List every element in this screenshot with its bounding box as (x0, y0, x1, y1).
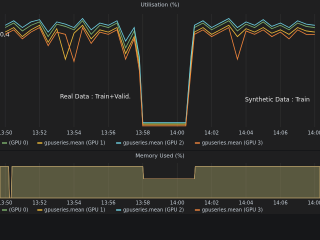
page: {"chart_data":[ {"type":"line","title":"… (0, 0, 320, 214)
legend-label: gpuseries.mean (GPU 3) (202, 141, 263, 147)
legend-swatch (116, 209, 122, 211)
legend-swatch (2, 142, 7, 144)
legend-swatch (37, 209, 43, 211)
legend-swatch (194, 142, 200, 144)
annotation: Synthetic Data : Train (245, 97, 310, 104)
x-tick-label: 14:02 (204, 131, 218, 137)
x-tick-label: 14:06 (273, 201, 287, 207)
x-tick-label: 14:00 (170, 131, 184, 137)
legend-label: gpuseries.mean (GPU 3) (202, 208, 263, 214)
x-tick-label: 13:58 (136, 131, 150, 137)
legend-label: gpuseries.mean (GPU 2) (123, 141, 184, 147)
x-tick-label: 13:56 (101, 131, 115, 137)
legend-label: gpuseries.mean (GPU 1) (44, 208, 105, 214)
legend-swatch (194, 209, 200, 211)
x-tick-label: 13:54 (67, 201, 81, 207)
legend-swatch (116, 142, 122, 144)
annotation: Real Data : Train+Valid. (60, 94, 131, 101)
series-area (0, 166, 320, 199)
x-tick-label: 14:04 (239, 131, 253, 137)
x-tick-label: 14:04 (239, 201, 253, 207)
x-tick-label: 14:00 (170, 201, 184, 207)
legend-label: gpuseries.mean (GPU 1) (44, 141, 105, 147)
panel-title: Memory Used (%) (135, 154, 184, 160)
panel (0, 0, 320, 150)
x-tick-label: 13:52 (32, 131, 46, 137)
x-tick-label: 14:08 (308, 131, 320, 137)
legend-label: (GPU 0) (9, 208, 28, 214)
series-line (4, 26, 315, 127)
x-tick-label: 13:58 (136, 201, 150, 207)
x-tick-label: 13:50 (0, 201, 12, 207)
x-tick-label: 14:08 (308, 201, 320, 207)
panel-title: Utilisation (%) (141, 3, 180, 9)
x-tick-label: 13:52 (32, 201, 46, 207)
annotation: 0,4 (0, 32, 10, 39)
legend-label: (GPU 0) (9, 141, 28, 147)
x-tick-label: 14:06 (273, 131, 287, 137)
x-tick-label: 13:54 (67, 131, 81, 137)
dashboard: Utilisation (%) 13:50 13:52 13:54 13:56 13:58… (0, 0, 320, 214)
x-tick-label: 14:02 (204, 201, 218, 207)
panel (0, 151, 320, 214)
legend-swatch (37, 142, 43, 144)
legend-label: gpuseries.mean (GPU 2) (123, 208, 184, 214)
x-tick-label: 13:56 (101, 201, 115, 207)
x-tick-label: 13:50 (0, 131, 12, 137)
legend-swatch (2, 209, 7, 211)
